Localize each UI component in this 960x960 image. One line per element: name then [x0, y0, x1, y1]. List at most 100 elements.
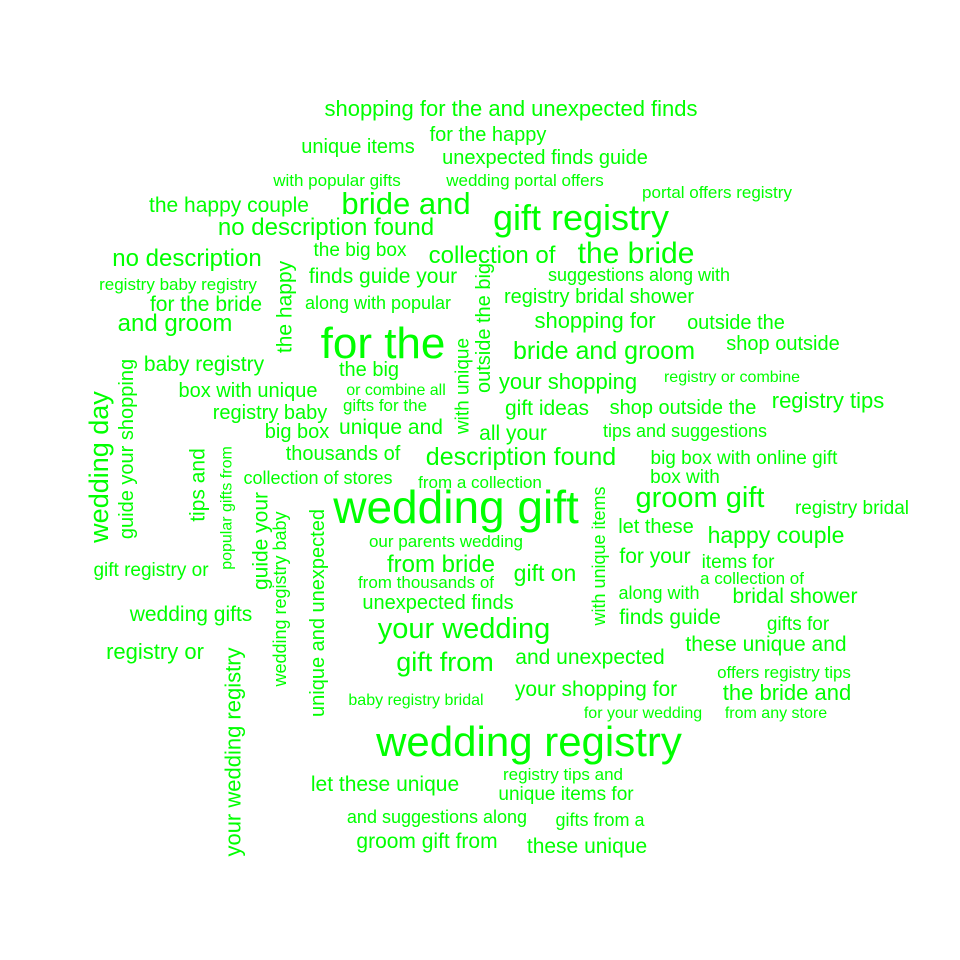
word-finds-guide-your: finds guide your	[309, 265, 457, 288]
word-box-with: box with	[650, 467, 720, 488]
word-outside-the: outside the	[687, 312, 785, 334]
word-unique-and-unexpected: unique and unexpected	[307, 509, 329, 717]
word-registry-bridal: registry bridal	[795, 498, 909, 519]
word-collection-of: collection of	[429, 242, 556, 269]
word-the-big: the big	[339, 359, 399, 381]
word-your-shopping-for: your shopping for	[515, 678, 677, 701]
word-along-with: along with	[618, 583, 699, 603]
word-baby-registry: baby registry	[144, 353, 265, 376]
word-offers-registry-tips: offers registry tips	[717, 663, 851, 682]
word-wedding-gift: wedding gift	[332, 481, 579, 533]
word-gift-ideas: gift ideas	[505, 397, 589, 420]
word-finds-guide: finds guide	[619, 606, 721, 629]
word-box-with-unique: box with unique	[179, 380, 318, 402]
word-for-the-happy: for the happy	[430, 124, 547, 146]
word-along-with-popular: along with popular	[305, 293, 451, 313]
word-shopping-for-the-and-unexpected-finds: shopping for the and unexpected finds	[324, 96, 697, 121]
word-big-box: big box	[265, 421, 330, 443]
word-unexpected-finds-guide: unexpected finds guide	[442, 147, 648, 169]
word-tips-and: tips and	[187, 448, 210, 522]
word-registry-or-combine: registry or combine	[664, 369, 800, 386]
word-portal-offers-registry: portal offers registry	[642, 183, 792, 202]
word-your-wedding-registry: your wedding registry	[221, 647, 246, 856]
word-shop-outside: shop outside	[726, 333, 839, 355]
word-unique-and: unique and	[339, 416, 443, 439]
word-guide-your-shopping: guide your shopping	[116, 359, 138, 539]
word-from-thousands-of: from thousands of	[358, 573, 494, 592]
word-wedding-registry-baby: wedding registry baby	[270, 511, 290, 687]
word-your-wedding: your wedding	[378, 613, 551, 645]
word-registry-bridal-shower: registry bridal shower	[504, 286, 694, 308]
word-your-shopping: your shopping	[499, 369, 637, 394]
word-registry-or: registry or	[106, 639, 204, 664]
word-let-these-unique: let these unique	[311, 773, 459, 796]
word-shopping-for: shopping for	[534, 308, 655, 333]
word-the-bride-and: the bride and	[723, 680, 851, 705]
word-gift-from: gift from	[396, 647, 494, 677]
word-with-unique-items: with unique items	[589, 486, 609, 626]
word-shop-outside-the: shop outside the	[610, 397, 757, 419]
word-tips-and-suggestions: tips and suggestions	[603, 421, 767, 441]
word-all-your: all your	[479, 422, 547, 445]
word-these-unique: these unique	[527, 835, 647, 858]
word-from-any-store: from any store	[725, 705, 827, 722]
word-big-box-with-online-gift: big box with online gift	[651, 448, 839, 469]
word-baby-registry-bridal: baby registry bridal	[348, 692, 483, 709]
word-collection-of-stores: collection of stores	[243, 468, 392, 488]
word-wedding-registry: wedding registry	[375, 718, 682, 765]
word-suggestions-along-with: suggestions along with	[548, 265, 730, 285]
word-gifts-for: gifts for	[767, 614, 830, 635]
word-or-combine-all: or combine all	[346, 382, 446, 399]
word-unexpected-finds: unexpected finds	[362, 592, 513, 614]
word-registry-baby: registry baby	[213, 402, 328, 424]
word-gifts-from-a: gifts from a	[555, 810, 645, 830]
word-and-groom: and groom	[118, 310, 233, 337]
word-and-suggestions-along: and suggestions along	[347, 807, 527, 827]
word-groom-gift-from: groom gift from	[356, 830, 497, 853]
word-for-your-wedding: for your wedding	[584, 705, 702, 722]
word-for-the-bride: for the bride	[150, 293, 262, 316]
word-groom-gift: groom gift	[636, 482, 765, 514]
word-our-parents-wedding: our parents wedding	[369, 532, 523, 551]
word-bridal-shower: bridal shower	[733, 585, 858, 608]
word-unique-items-for: unique items for	[498, 784, 634, 805]
word-for-the: for the	[321, 319, 446, 368]
word-for-your: for your	[619, 545, 690, 568]
word-with-popular-gifts: with popular gifts	[272, 171, 401, 190]
word-no-description-found: no description found	[218, 214, 434, 241]
word-the-big-box: the big box	[314, 240, 407, 261]
word-gift-registry: gift registry	[493, 197, 669, 238]
word-thousands-of: thousands of	[286, 443, 401, 465]
word-bride-and: bride and	[341, 186, 470, 221]
word-guide-your: guide your	[250, 492, 273, 590]
word-description-found: description found	[426, 443, 616, 471]
word-with-unique: with unique	[453, 338, 474, 435]
word-gifts-for-the: gifts for the	[343, 396, 427, 415]
word-the-happy: the happy	[274, 260, 297, 353]
word-let-these: let these	[618, 516, 694, 538]
word-from-bride: from bride	[387, 551, 495, 578]
word-gift-registry-or: gift registry or	[93, 560, 209, 581]
word-popular-gifts-from: popular gifts from	[219, 446, 236, 570]
word-gift-on: gift on	[514, 560, 577, 586]
word-registry-tips-and: registry tips and	[503, 765, 623, 784]
word-these-unique-and: these unique and	[685, 633, 846, 656]
word-items-for: items for	[702, 552, 776, 573]
word-the-bride: the bride	[578, 237, 695, 270]
word-wedding-gifts: wedding gifts	[129, 603, 253, 626]
word-registry-baby-registry: registry baby registry	[99, 275, 257, 294]
word-wedding-portal-offers: wedding portal offers	[445, 171, 604, 190]
word-wedding-day: wedding day	[84, 391, 114, 544]
word-no-description: no description	[112, 245, 261, 272]
word-unique-items: unique items	[301, 136, 414, 158]
word-a-collection-of: a collection of	[700, 569, 804, 588]
word-happy-couple: happy couple	[708, 522, 845, 548]
word-from-a-collection: from a collection	[418, 473, 542, 492]
word-registry-tips: registry tips	[772, 388, 884, 413]
word-and-unexpected: and unexpected	[515, 646, 664, 669]
word-the-happy-couple: the happy couple	[149, 194, 309, 217]
word-outside-the-big: outside the big	[473, 263, 495, 393]
word-bride-and-groom: bride and groom	[513, 337, 695, 365]
